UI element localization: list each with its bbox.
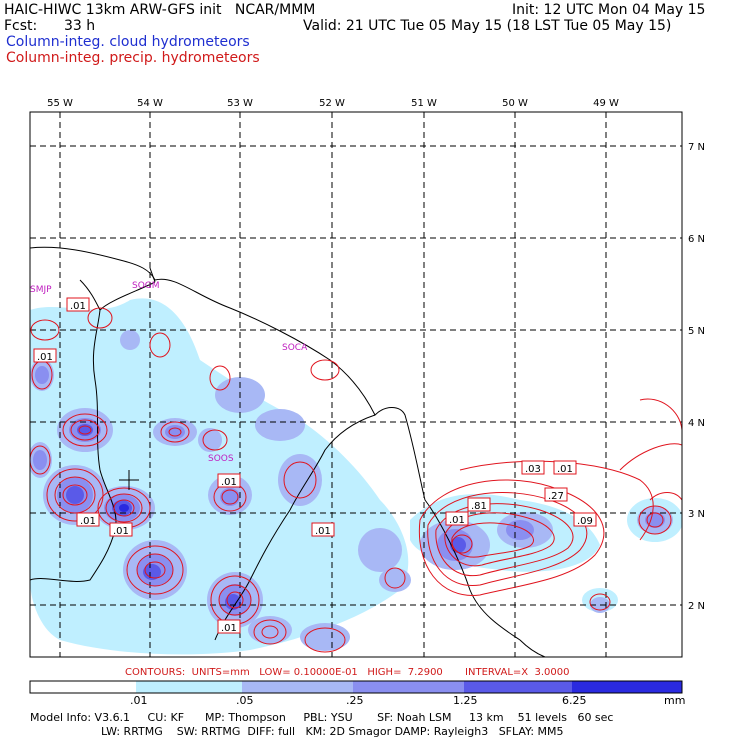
station-labels: SMJP SOGM SOCA SOOS bbox=[30, 281, 308, 464]
contour-label: .01 bbox=[66, 297, 90, 312]
lon-label-4: 51 W bbox=[411, 98, 437, 109]
contour-label: .01 bbox=[445, 511, 469, 526]
colorbar-units: mm bbox=[664, 694, 686, 707]
station-sogm: SOGM bbox=[132, 281, 160, 291]
station-soos: SOOS bbox=[208, 454, 234, 464]
lat-label-0: 7 N bbox=[688, 142, 705, 153]
contour-label: .01 bbox=[109, 522, 133, 537]
map-frame bbox=[29, 111, 683, 658]
colorbar-tick-3: 1.25 bbox=[453, 694, 478, 707]
lat-label-5: 2 N bbox=[688, 601, 705, 612]
svg-text:.01: .01 bbox=[113, 526, 129, 537]
colorbar-tick-4: 6.25 bbox=[562, 694, 587, 707]
svg-text:.01: .01 bbox=[449, 515, 465, 526]
svg-text:.09: .09 bbox=[577, 516, 593, 527]
footer-line-2: LW: RRTMG SW: RRTMG DIFF: full KM: 2D Sm… bbox=[101, 725, 564, 738]
contour-label: .01 bbox=[33, 348, 57, 363]
lat-label-3: 4 N bbox=[688, 418, 705, 429]
svg-text:.01: .01 bbox=[557, 464, 573, 475]
station-smjp: SMJP bbox=[30, 285, 52, 295]
svg-text:.01: .01 bbox=[80, 516, 96, 527]
contour-label: .01 bbox=[553, 460, 577, 475]
colorbar-tick-1: .05 bbox=[236, 694, 254, 707]
svg-text:.01: .01 bbox=[70, 301, 86, 312]
colorbar-tick-0: .01 bbox=[130, 694, 148, 707]
model-title: HAIC-HIWC 13km ARW-GFS init NCAR/MMM bbox=[4, 2, 316, 18]
fcst-value: 33 h bbox=[64, 18, 96, 34]
svg-text:.01: .01 bbox=[315, 526, 331, 537]
lon-label-5: 50 W bbox=[502, 98, 528, 109]
contour-label: .03 bbox=[521, 460, 545, 475]
svg-text:.81: .81 bbox=[471, 501, 487, 512]
contour-label: .01 bbox=[217, 619, 241, 634]
contour-label: .09 bbox=[573, 512, 597, 527]
contour-label: .81 bbox=[467, 497, 491, 512]
svg-text:.27: .27 bbox=[548, 491, 564, 502]
contour-label: .01 bbox=[217, 473, 241, 488]
fcst-label: Fcst: bbox=[4, 18, 38, 34]
svg-text:.01: .01 bbox=[221, 477, 237, 488]
longitude-labels: 55 W 54 W 53 W 52 W 51 W 50 W 49 W bbox=[47, 98, 619, 109]
station-marker bbox=[119, 470, 139, 490]
lat-label-4: 3 N bbox=[688, 509, 705, 520]
lat-label-1: 6 N bbox=[688, 234, 705, 245]
lat-lon-grid bbox=[30, 112, 682, 657]
contour-labels: .01 .01 .01 .01 .01 .01 .01 .01 .03 .01 … bbox=[33, 297, 597, 634]
lon-label-0: 55 W bbox=[47, 98, 73, 109]
init-time: Init: 12 UTC Mon 04 May 15 bbox=[512, 2, 706, 18]
footer-line-1: Model Info: V3.6.1 CU: KF MP: Thompson P… bbox=[30, 711, 614, 724]
lon-label-6: 49 W bbox=[593, 98, 619, 109]
contour-label: .01 bbox=[76, 512, 100, 527]
colorbar-tick-2: .25 bbox=[346, 694, 364, 707]
lon-label-2: 53 W bbox=[227, 98, 253, 109]
lon-label-3: 52 W bbox=[319, 98, 345, 109]
svg-text:.03: .03 bbox=[525, 464, 541, 475]
station-soca: SOCA bbox=[282, 343, 308, 353]
latitude-labels: 7 N 6 N 5 N 4 N 3 N 2 N bbox=[688, 142, 705, 612]
svg-text:.01: .01 bbox=[221, 623, 237, 634]
lon-label-1: 54 W bbox=[137, 98, 163, 109]
legend-precip: Column-integ. precip. hydrometeors bbox=[6, 50, 260, 66]
contour-label: .27 bbox=[544, 487, 568, 502]
legend-cloud: Column-integ. cloud hydrometeors bbox=[6, 34, 250, 50]
colorbar bbox=[29, 680, 683, 694]
valid-time: Valid: 21 UTC Tue 05 May 15 (18 LST Tue … bbox=[303, 18, 672, 34]
contour-info: CONTOURS: UNITS=mm LOW= 0.10000E-01 HIGH… bbox=[125, 667, 570, 678]
lat-label-2: 5 N bbox=[688, 326, 705, 337]
svg-text:.01: .01 bbox=[37, 352, 53, 363]
contour-label: .01 bbox=[311, 522, 335, 537]
